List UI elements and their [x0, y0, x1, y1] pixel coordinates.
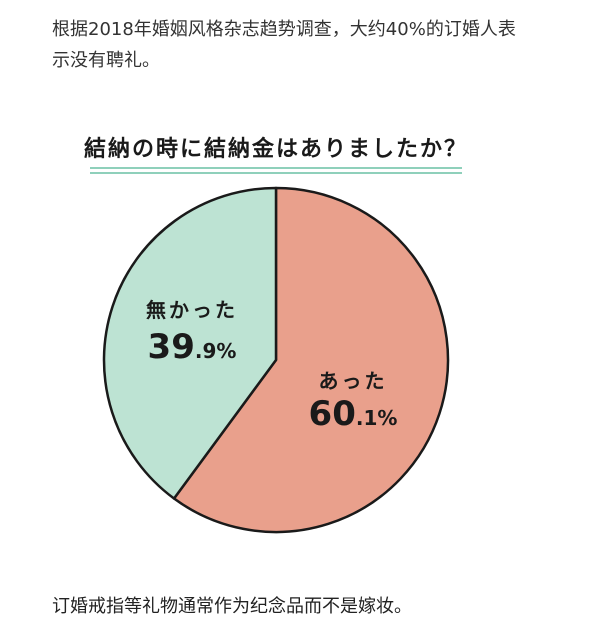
slice-label-yes: あった	[319, 369, 388, 393]
pie-slice-no	[102, 186, 278, 500]
slice-label-no: 無かった	[146, 298, 238, 322]
pie-chart: 結納の時に結納金はありましたか？ あった 60.1% 無かった 39.9%	[0, 120, 593, 550]
pie-slice-yes	[172, 186, 450, 534]
slice-value-no: 39.9%	[148, 327, 237, 367]
slice-value-yes: 60.1%	[309, 394, 398, 434]
outro-paragraph: 订婚戒指等礼物通常作为纪念品而不是嫁妆。	[52, 596, 412, 617]
chart-title: 結納の時に結納金はありましたか？	[84, 136, 468, 162]
intro-paragraph: 根据2018年婚姻风格杂志趋势调查，大约40%的订婚人表示没有聘礼。	[52, 19, 516, 71]
